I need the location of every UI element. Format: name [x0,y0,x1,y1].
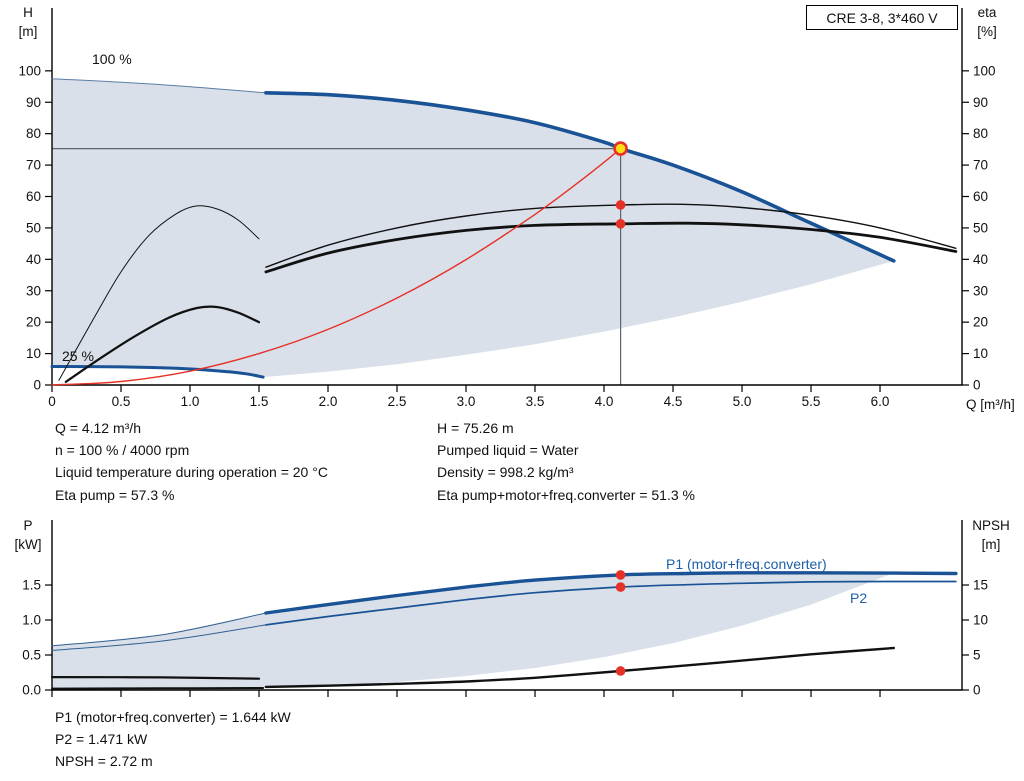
hq-y-tick-label: 0 [973,378,981,393]
duty-point[interactable] [613,141,628,156]
p1-extension [51,612,267,647]
npsh-low-flow-segment [50,676,261,680]
hq-y-tick-label: 100 [18,63,41,78]
duty-readout-right: H = 75.26 m Pumped liquid = Water Densit… [437,417,695,506]
envelope-upper-edge [51,78,267,94]
hq-y-tick-label: 80 [973,126,988,141]
hq-x-tick-label: 2.5 [388,394,407,409]
power-y-tick-label: 0.5 [22,648,41,663]
hq-y-tick-label: 80 [26,126,41,141]
eta-pump-reduced-speed [58,205,260,381]
hq-y-tick-label: 0 [33,378,41,393]
p2-point [615,582,626,592]
npsh-curve [264,646,895,689]
hq-x-tick-label: 0.5 [112,394,131,409]
hq-y-tick-label: 70 [973,158,988,173]
npsh-point [615,666,626,676]
power-y-tick-label: 15 [973,578,988,593]
readout-speed: n = 100 % / 4000 rpm [55,442,190,459]
operating-envelope [52,78,894,378]
eta-total-reduced-speed [64,305,261,383]
power-y-tick-label: 0 [973,683,981,698]
hq-y-tick-label: 20 [26,315,41,330]
p2-curve-label: P2 [850,590,868,606]
hq-x-tick-label: 6.0 [871,394,890,409]
readout-liquid-temp: Liquid temperature during operation = 20… [55,464,328,481]
p1-25pct-segment [51,687,265,690]
hq-x-tick-label: 3.0 [457,394,476,409]
eta-axis-title: eta [%] [963,3,1011,41]
readout-flow: Q = 4.12 m³/h [55,420,141,436]
hq-y-tick-label: 30 [973,283,988,298]
power-y-tick-label: 1.5 [22,578,41,593]
readout-pumped-liquid: Pumped liquid = Water [437,442,579,459]
hq-y-tick-label: 40 [26,252,41,267]
power-axis-symbol: P [23,518,33,533]
hq-x-tick-label: 1.5 [250,394,269,409]
hq-y-tick-label: 60 [26,189,41,204]
hq-y-tick-label: 40 [973,252,988,267]
p1-curve-label: P1 (motor+freq.converter) [666,556,827,572]
pump-curve-100pct [264,91,896,263]
power-y-tick-label: 5 [973,648,981,663]
power-y-tick-label: 1.0 [22,613,41,628]
speed-25-label: 25 % [62,348,94,364]
hq-y-tick-label: 20 [973,315,988,330]
hq-x-tick-label: 3.5 [526,394,545,409]
eta-total-point [615,219,626,229]
power-y-tick-label: 0.0 [22,683,41,698]
power-axis-frame [51,520,963,691]
npsh-axis-unit: [m] [981,537,1001,552]
head-axis-symbol: H [23,5,33,20]
hq-y-tick-label: 50 [973,220,988,235]
hq-y-tick-label: 90 [26,95,41,110]
eta-axis-symbol: eta [977,5,997,20]
hq-x-tick-label: 2.0 [319,394,338,409]
head-axis-title: H [m] [4,3,52,41]
eta-pump-point [615,200,626,210]
power-envelope [52,572,894,690]
hq-y-tick-label: 50 [26,220,41,235]
speed-100-label: 100 % [92,51,132,67]
p1-point [615,570,626,580]
hq-y-tick-label: 70 [26,158,41,173]
hq-x-tick-label: 5.5 [802,394,821,409]
readout-p1: P1 (motor+freq.converter) = 1.644 kW [55,709,291,725]
hq-x-tick-label: 1.0 [181,394,200,409]
hq-x-tick-label: 0 [48,394,56,409]
hq-y-tick-label: 30 [26,283,41,298]
duty-readout-left: Q = 4.12 m³/h n = 100 % / 4000 rpm Liqui… [55,417,328,506]
npsh-axis-symbol: NPSH [972,518,1010,533]
hq-y-tick-label: 90 [973,95,988,110]
hq-y-tick-label: 10 [973,346,988,361]
hq-y-tick-label: 60 [973,189,988,204]
head-axis-unit: [m] [18,24,38,39]
npsh-axis-title: NPSH [m] [962,516,1020,554]
readout-head: H = 75.26 m [437,420,514,436]
readout-eta-total: Eta pump+motor+freq.converter = 51.3 % [437,486,695,503]
pump-model-badge: CRE 3-8, 3*460 V [806,5,958,30]
power-readout: P1 (motor+freq.converter) = 1.644 kW P2 … [55,706,291,773]
system-curve [51,147,622,386]
hq-x-tick-label: 5.0 [733,394,752,409]
hq-y-tick-label: 100 [973,63,996,78]
power-axis-title: P [kW] [4,516,52,554]
readout-eta-pump: Eta pump = 57.3 % [55,486,175,503]
hq-x-tick-label: 4.0 [595,394,614,409]
readout-p2: P2 = 1.471 kW [55,731,148,748]
flow-axis-title: Q [m³/h] [966,397,1015,412]
readout-npsh: NPSH = 2.72 m [55,753,153,770]
hq-x-tick-label: 4.5 [664,394,683,409]
power-axis-unit: [kW] [14,537,42,552]
power-y-tick-label: 10 [973,613,988,628]
eta-axis-unit: [%] [977,24,997,39]
readout-density: Density = 998.2 kg/m³ [437,464,574,481]
p2-extension [51,624,267,651]
hq-y-tick-label: 10 [26,346,41,361]
